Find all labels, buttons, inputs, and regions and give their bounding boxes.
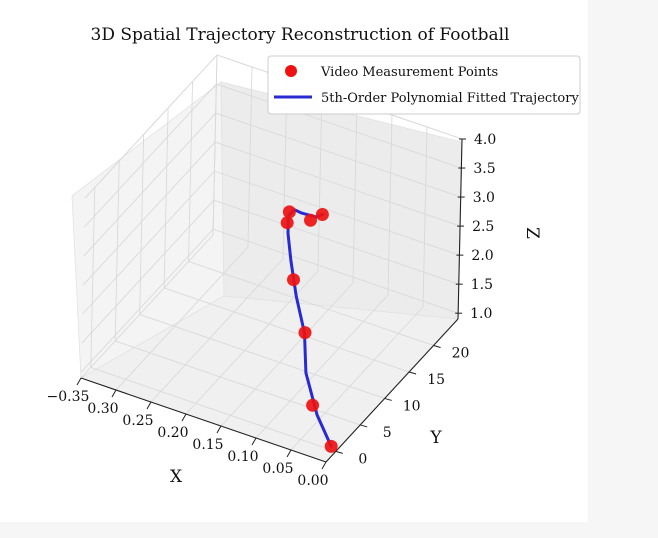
grid-y-left-3 [163,107,169,288]
y-tick-label: 0 [358,451,367,467]
grid-y-floor-3 [163,287,410,373]
data-layer [280,205,338,453]
measurement-point-6 [282,205,296,219]
y-axis-line [325,318,459,463]
x-tick-label: 0.05 [262,461,293,477]
y-tick-label: 10 [403,398,421,414]
x-tick-0 [76,377,82,386]
x-tick-1 [111,389,117,398]
legend-label-points: Video Measurement Points [320,65,498,80]
bottom-margin-shade [0,522,658,538]
z-tick-label: 4.0 [474,132,496,148]
axes-3d: −0.350.300.250.200.150.100.050.00 05 10 15 2… [47,54,497,489]
grid-z-back-3 [214,141,461,227]
measurement-point-7 [280,216,294,230]
legend: Video Measurement Points 5th-Order Polyn… [267,55,581,115]
y-axis-label: Y [429,428,442,448]
y-tick-label: 5 [383,425,392,441]
z-tick-label: 1.0 [470,306,492,322]
grid-z-back-0 [212,228,459,314]
grid-x-floor-1 [115,246,249,391]
z-tick-label: 3.0 [473,190,495,206]
grid-y-floor-4 [188,261,434,346]
chart-title: 3D Spatial Trajectory Reconstruction of … [91,25,510,45]
grid-y-left-1 [114,160,120,341]
grid-z-left-4 [83,112,217,257]
x-tick-7 [321,461,327,470]
grid-y-floor-0 [90,366,336,452]
legend-box [267,55,581,115]
x-tick-4 [216,425,222,434]
y-tick-0 [335,450,343,454]
x-axis-line [80,377,327,463]
grid-layer [80,54,463,463]
z-tick-label: 1.5 [471,277,493,293]
grid-z-back-5 [216,83,462,169]
grid-x-floor-6 [290,306,424,451]
right-margin-shade [588,0,658,538]
measurement-point-5 [304,213,317,227]
legend-marker-points [285,65,297,77]
grid-x-floor-0 [80,234,214,379]
grid-z-left-1 [81,199,215,344]
legend-label-line: 5th-Order Polynomial Fitted Trajectory [321,91,579,106]
x-tick-6 [286,449,292,458]
measurement-point-0 [324,439,338,453]
grid-y-left-0 [90,187,96,368]
y-tick-4 [433,345,441,348]
y-tick-label: 20 [452,345,470,361]
measurement-point-4 [315,208,329,221]
x-tick-5 [251,437,257,446]
measurement-point-1 [306,398,320,412]
x-tick-label: 0.30 [87,401,118,417]
fitted-trajectory-line [286,208,333,448]
grid-x-floor-4 [220,282,354,427]
grid-y-left-4 [188,81,194,262]
z-tick-label: 3.5 [473,161,495,177]
x-tick-2 [146,401,152,410]
grid-z-left-3 [82,141,216,286]
grid-x-back-4 [352,102,358,284]
y-tick-1 [360,424,368,428]
grid-y-left-2 [139,134,145,315]
grid-z-back-1 [213,199,459,285]
grid-z-left-2 [82,170,215,315]
x-tick-label: 0.10 [227,449,258,465]
grid-z-left-5 [84,83,217,228]
x-tick-label: 0.20 [157,425,188,441]
grid-z-back-4 [215,112,461,198]
axis-layer: −0.350.300.250.200.150.100.050.00 05 10 15 2… [47,132,497,489]
z-axis-line [457,138,463,320]
grid-x-back-1 [247,66,253,248]
y-tick-2 [384,397,392,401]
z-tick-label: 2.5 [472,219,494,235]
grid-z-left-6 [84,54,218,199]
x-tick-label: 0.15 [192,437,223,453]
x-tick-label: −0.35 [47,389,90,405]
x-axis-label: X [170,467,183,487]
grid-y-floor-1 [115,340,361,426]
grid-x-back-0 [212,54,218,236]
x-tick-label: 0.00 [297,473,328,489]
grid-x-floor-2 [150,258,284,403]
grid-x-floor-5 [255,294,389,439]
y-tick-3 [408,371,417,375]
z-axis-label: Z [522,227,542,239]
y-tick-label: 15 [427,372,445,388]
x-tick-3 [181,413,187,422]
grid-y-floor-2 [139,314,385,399]
measurement-point-3 [287,273,300,287]
z-tick-label: 2.0 [471,248,493,264]
x-tick-label: 0.25 [122,413,153,429]
grid-x-back-6 [422,126,428,308]
measurement-point-2 [298,326,312,340]
grid-x-back-5 [387,114,393,296]
grid-z-left-0 [80,228,214,373]
grid-x-back-3 [317,90,323,272]
grid-z-back-2 [214,170,460,256]
